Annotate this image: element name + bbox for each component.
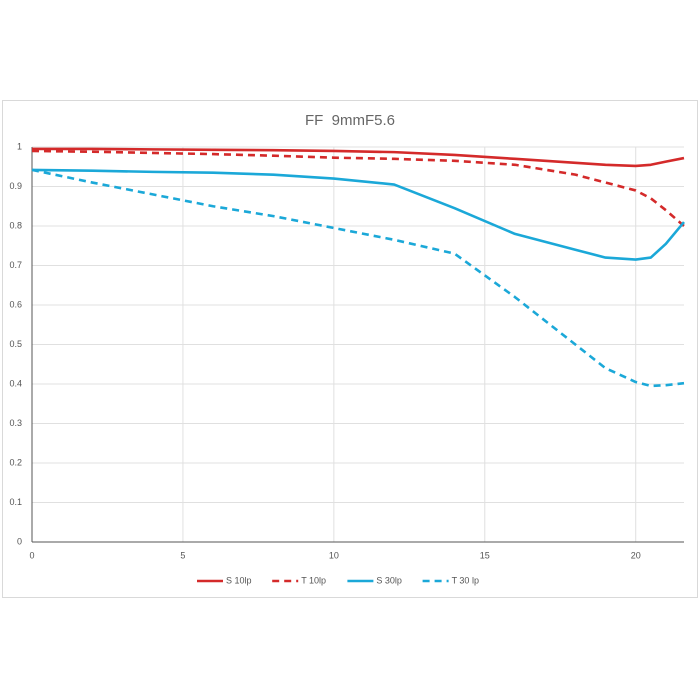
series-line [31, 149, 685, 227]
series-line [31, 168, 685, 261]
y-tick-label: 0.1 [9, 497, 22, 507]
legend-label: T 30 lp [452, 575, 479, 585]
y-tick-label: 0 [17, 536, 22, 546]
y-tick-label: 0.2 [9, 457, 22, 467]
y-tick-label: 0.5 [9, 339, 22, 349]
y-tick-label: 0.8 [9, 220, 22, 230]
x-tick-label: 10 [329, 550, 339, 560]
legend-label: S 30lp [376, 575, 402, 585]
legend-label: T 10lp [301, 575, 326, 585]
x-tick-label: 5 [180, 550, 185, 560]
y-tick-label: 0.6 [9, 299, 22, 309]
x-tick-label: 0 [29, 550, 34, 560]
y-tick-label: 0.9 [9, 181, 22, 191]
y-tick-label: 0.3 [9, 418, 22, 428]
y-tick-label: 0.4 [9, 378, 22, 388]
chart-border [2, 100, 698, 598]
x-tick-label: 15 [480, 550, 490, 560]
series-line [32, 147, 685, 168]
x-tick-label: 20 [631, 550, 641, 560]
y-tick-label: 0.7 [9, 260, 22, 270]
series-line [31, 168, 685, 388]
y-tick-label: 1 [17, 141, 22, 151]
legend-label: S 10lp [226, 575, 252, 585]
chart-title: FF 9mmF5.6 [305, 112, 395, 129]
